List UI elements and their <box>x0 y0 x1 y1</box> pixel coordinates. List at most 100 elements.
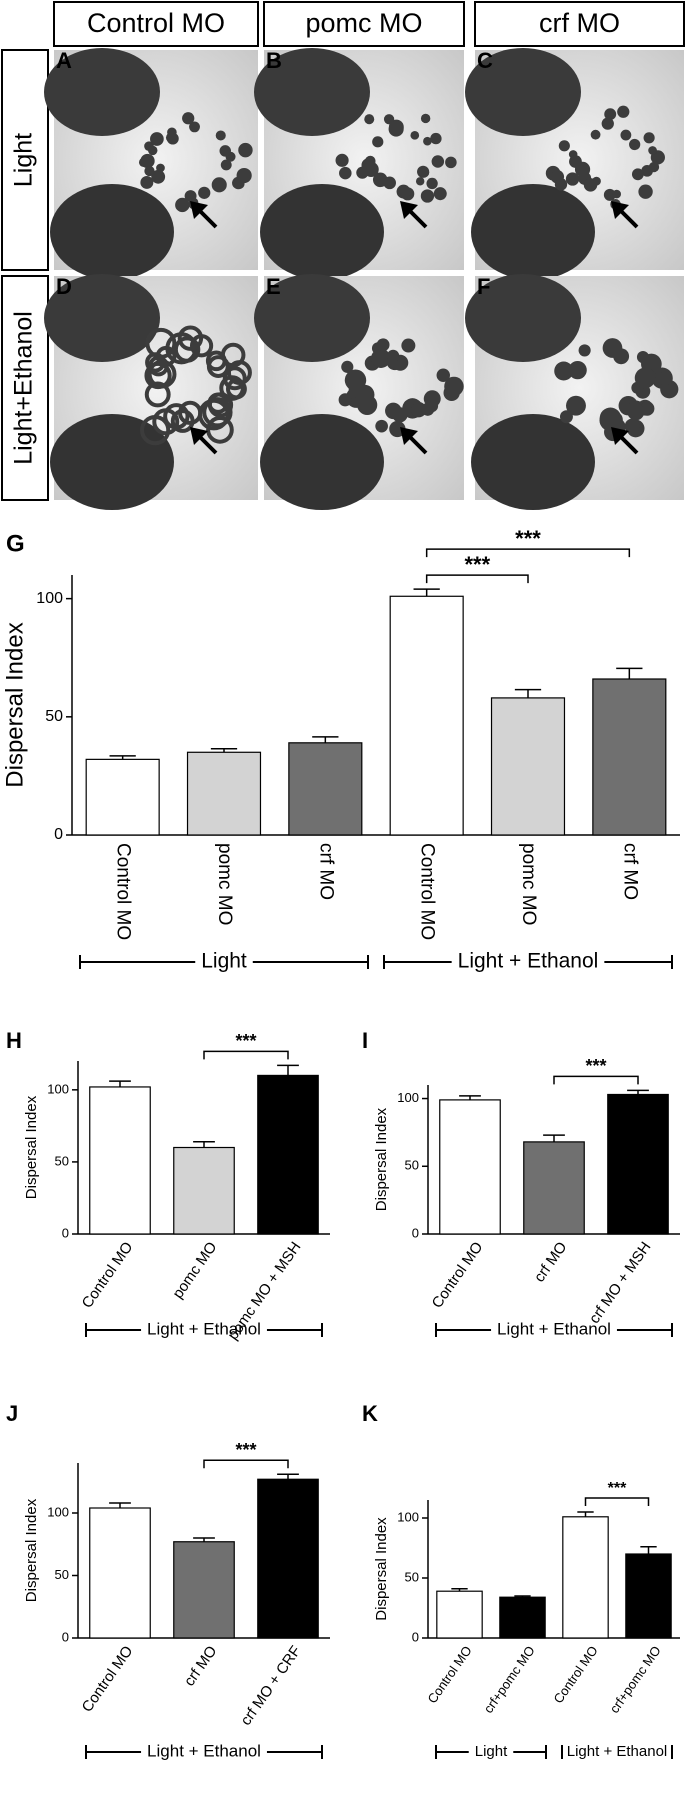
melanophore <box>356 166 369 179</box>
melanophore <box>144 165 155 177</box>
melanophore <box>376 338 390 352</box>
bar <box>592 678 667 836</box>
melanophore <box>638 184 653 199</box>
arrow-head <box>190 201 208 219</box>
x-tick-label: crf MO <box>315 843 336 900</box>
y-tick-label: 50 <box>55 1567 69 1582</box>
row-header: Light <box>10 133 38 187</box>
y-tick-label: 100 <box>47 1504 69 1519</box>
melanophore <box>599 409 621 431</box>
melanophore <box>420 113 431 124</box>
melanophore <box>620 129 632 141</box>
melanophore <box>338 393 352 407</box>
bar <box>288 742 363 836</box>
melanophore <box>163 403 190 430</box>
melanophore <box>178 400 203 425</box>
melanophore <box>636 351 650 364</box>
y-tick-label: 100 <box>397 1090 419 1105</box>
x-tick-label: Control MO <box>417 843 438 940</box>
panel-letter: A <box>56 48 72 73</box>
melanophore <box>653 152 664 163</box>
x-tick-label: Control MO <box>79 1239 137 1312</box>
melanophore <box>629 138 641 151</box>
x-tick-label: Control MO <box>79 1643 137 1716</box>
column-header-box <box>263 1 465 47</box>
bar <box>436 1590 483 1639</box>
column-header: pomc MO <box>305 8 422 38</box>
y-tick-label: 0 <box>54 826 63 843</box>
arrow-head <box>400 201 418 219</box>
melanophore <box>433 187 447 201</box>
x-tick-label: pomc MO <box>214 843 235 925</box>
melanophore <box>627 403 645 421</box>
significance-bracket <box>203 1459 289 1469</box>
melanophore <box>215 130 226 141</box>
x-tick-label: Control MO <box>429 1239 487 1312</box>
melanophore <box>578 344 591 357</box>
significance-label: *** <box>464 552 490 577</box>
melanophore <box>401 338 416 353</box>
melanophore <box>219 145 231 157</box>
significance-label: *** <box>235 1031 256 1051</box>
y-tick-label: 100 <box>397 1509 419 1524</box>
y-axis-label: Dispersal Index <box>373 1517 390 1621</box>
melanophore <box>612 189 621 199</box>
significance-label: *** <box>585 1056 606 1076</box>
group-label: Light + Ethanol <box>567 1743 668 1760</box>
melanophore <box>206 416 234 444</box>
bar <box>257 1478 319 1639</box>
y-axis-label: Dispersal Index <box>23 1095 40 1199</box>
melanophore <box>234 178 245 189</box>
x-tick-label: pomc MO <box>169 1239 220 1302</box>
melanophore <box>189 121 200 133</box>
melanophore <box>238 142 253 158</box>
melanophore <box>364 156 376 168</box>
eye <box>50 184 174 280</box>
x-tick-label: crf MO + CRF <box>237 1643 304 1729</box>
bar <box>85 758 160 836</box>
melanophore <box>443 384 460 401</box>
panel-letter: F <box>477 274 490 299</box>
melanophore <box>569 155 582 168</box>
melanophore <box>420 189 435 203</box>
panel-letter: I <box>362 1028 368 1053</box>
significance-bracket <box>584 1497 650 1506</box>
x-tick-label: crf+pomc MO <box>607 1643 664 1716</box>
melanophore <box>559 410 573 424</box>
column-header-box <box>53 1 259 47</box>
significance-bracket <box>425 574 529 584</box>
bar <box>439 1099 501 1235</box>
arrow-head <box>400 427 418 445</box>
bar <box>389 595 464 836</box>
eye <box>260 184 384 280</box>
significance-bracket <box>425 548 631 558</box>
panel-letter: J <box>6 1401 18 1426</box>
melanophore <box>177 325 204 351</box>
bar <box>89 1507 151 1639</box>
melanophore <box>140 415 171 446</box>
melanophore <box>423 136 432 146</box>
group-label: Light + Ethanol <box>458 950 599 973</box>
melanophore <box>386 349 400 362</box>
melanophore <box>554 178 568 191</box>
melanophore <box>415 177 425 186</box>
melanophore <box>372 136 384 148</box>
bar <box>607 1093 669 1235</box>
melanophore <box>211 177 227 193</box>
row-header-box <box>1 275 49 501</box>
eye <box>465 48 581 136</box>
arrow-head <box>611 427 629 445</box>
melanophore <box>341 360 354 373</box>
group-label: Light + Ethanol <box>147 1319 261 1338</box>
bar <box>523 1141 585 1235</box>
significance-bracket <box>203 1050 289 1060</box>
x-tick-label: crf MO <box>531 1239 571 1286</box>
melanophore <box>445 156 457 169</box>
eye <box>465 274 581 362</box>
melanophore <box>426 177 438 190</box>
melanophore <box>590 129 601 140</box>
melanophore <box>643 132 655 144</box>
y-tick-label: 50 <box>45 708 63 725</box>
eye <box>254 274 370 362</box>
